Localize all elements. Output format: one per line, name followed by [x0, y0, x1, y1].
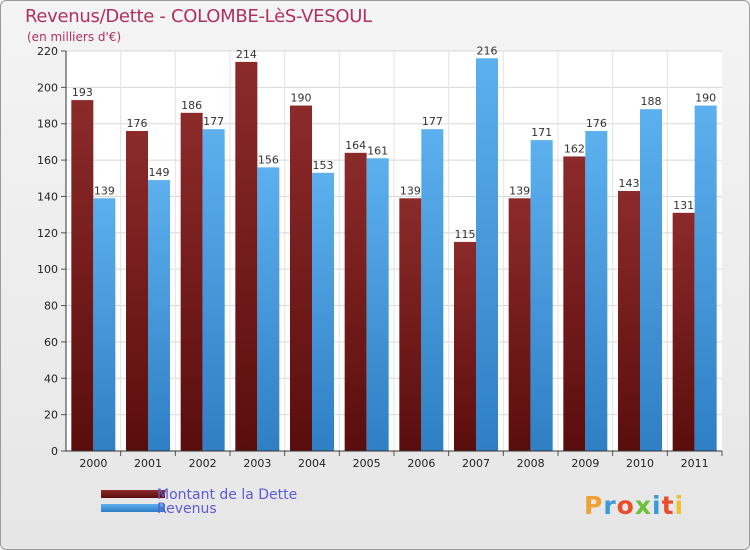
logo-letter: i — [674, 491, 685, 520]
x-tick-label: 2003 — [243, 457, 271, 470]
bar-dette — [180, 112, 203, 452]
legend-swatch-revenus — [101, 504, 165, 512]
y-tick-label: 20 — [44, 409, 58, 422]
bar-revenus — [202, 129, 225, 451]
bar-revenus — [257, 167, 280, 451]
y-tick-label: 80 — [44, 300, 58, 313]
data-label: 164 — [345, 139, 366, 152]
bar-revenus — [585, 131, 608, 451]
y-tick-label: 40 — [44, 372, 58, 385]
logo-letter: t — [661, 491, 675, 520]
data-label: 131 — [673, 199, 694, 212]
x-tick-label: 2002 — [189, 457, 217, 470]
bar-dette — [126, 131, 148, 451]
x-tick-label: 2001 — [134, 457, 162, 470]
logo-letter: o — [616, 491, 635, 520]
bar-revenus — [366, 158, 389, 452]
bar-dette — [344, 152, 367, 451]
data-label: 143 — [619, 177, 640, 190]
x-tick-label: 2005 — [353, 457, 381, 470]
data-label: 193 — [72, 86, 93, 99]
data-label: 177 — [203, 115, 224, 128]
x-tick-label: 2009 — [571, 457, 599, 470]
legend-swatch-dette — [101, 490, 165, 498]
legend-label-revenus: Revenus — [157, 501, 217, 517]
data-label: 139 — [509, 184, 530, 197]
gridlines — [66, 50, 722, 452]
y-tick-label: 180 — [37, 118, 58, 131]
data-label: 162 — [564, 142, 585, 155]
x-tick-label: 2010 — [626, 457, 654, 470]
x-tick-label: 2007 — [462, 457, 490, 470]
data-label: 139 — [400, 184, 421, 197]
bar-revenus — [148, 180, 170, 451]
x-tick-label: 2011 — [681, 457, 709, 470]
logo-letter: r — [603, 491, 617, 520]
bar-dette — [563, 156, 586, 452]
data-label: 176 — [127, 117, 148, 130]
y-tick-label: 120 — [37, 227, 58, 240]
x-tick-label: 2008 — [517, 457, 545, 470]
y-tick-label: 60 — [44, 336, 58, 349]
data-label: 156 — [258, 153, 279, 166]
bar-dette — [71, 100, 94, 451]
data-label: 161 — [367, 144, 388, 157]
x-tick-label: 2004 — [298, 457, 326, 470]
bar-dette — [672, 212, 695, 451]
bar-revenus — [93, 198, 116, 451]
y-tick-label: 220 — [37, 45, 58, 58]
y-tick-label: 140 — [37, 190, 58, 203]
proxiti-logo: Proxiti — [584, 491, 684, 520]
data-label: 190 — [695, 92, 716, 105]
legend-label-dette: Montant de la Dette — [157, 487, 298, 503]
axes: 0 20 40 60 80 100 120 140 160 180 200 220 2000 2001 20… — [37, 45, 723, 470]
data-label: 177 — [422, 115, 443, 128]
bar-dette — [290, 105, 312, 451]
y-tick-label: 160 — [37, 154, 58, 167]
bar-revenus — [421, 129, 444, 451]
data-label: 153 — [313, 159, 334, 172]
bar-revenus — [312, 172, 334, 451]
data-label: 139 — [94, 184, 115, 197]
x-tick-label: 2006 — [407, 457, 435, 470]
y-tick-label: 100 — [37, 263, 58, 276]
y-tick-label: 200 — [37, 81, 58, 94]
legend-item-dette: Montant de la Dette — [101, 487, 361, 503]
legend: Montant de la Dette Revenus — [101, 487, 361, 517]
data-label: 176 — [586, 117, 607, 130]
bar-dette — [454, 241, 476, 451]
bar-revenus — [640, 109, 662, 451]
data-label: 171 — [531, 126, 552, 139]
data-label: 216 — [477, 44, 498, 57]
chart-subtitle: (en milliers d'€) — [27, 30, 122, 44]
data-label: 186 — [181, 99, 202, 112]
legend-item-revenus: Revenus — [101, 501, 361, 517]
bar-revenus — [694, 105, 717, 451]
logo-letter: i — [652, 491, 662, 520]
data-label: 149 — [149, 166, 170, 179]
logo-letter: P — [584, 491, 604, 520]
y-tick-label: 0 — [51, 445, 58, 458]
logo-letter: x — [634, 491, 652, 520]
x-tick-label: 2000 — [79, 457, 107, 470]
bars — [71, 58, 717, 452]
chart-title: Revenus/Dette - COLOMBE-LèS-VESOUL — [25, 6, 372, 27]
bar-dette — [508, 198, 531, 451]
data-label: 188 — [641, 95, 662, 108]
bar-dette — [399, 198, 422, 451]
bar-dette — [235, 61, 258, 452]
data-label: 115 — [455, 228, 476, 241]
bar-dette — [618, 191, 640, 451]
data-label: 190 — [291, 92, 312, 105]
bar-revenus — [530, 140, 553, 451]
data-label: 214 — [236, 48, 257, 61]
bar-revenus — [476, 58, 498, 451]
